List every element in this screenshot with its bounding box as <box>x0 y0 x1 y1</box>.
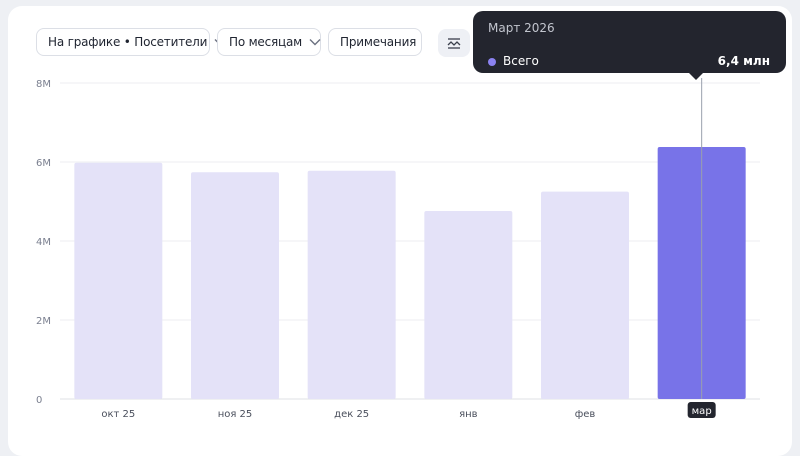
notes-button-label: Примечания <box>340 35 417 49</box>
metric-select[interactable]: На графике • Посетители <box>36 28 226 56</box>
tooltip-title: Март 2026 <box>488 21 555 35</box>
x-tick-label: окт 25 <box>101 409 135 420</box>
x-tick-label-highlight <box>687 402 716 418</box>
x-tick-label: мар <box>692 406 712 417</box>
chart-settings-button[interactable] <box>438 29 470 57</box>
tooltip-value: 6,4 млн <box>717 54 770 68</box>
y-tick-label: 6M <box>36 158 51 169</box>
bar <box>541 191 629 399</box>
chart-tooltip: Март 2026 Всего 6,4 млн <box>473 11 786 80</box>
chart-lines-icon <box>447 34 461 53</box>
y-tick-label: 8M <box>36 79 51 90</box>
tooltip-caret <box>688 72 704 80</box>
period-select-label: По месяцам <box>229 35 303 49</box>
period-select[interactable]: По месяцам <box>217 28 321 56</box>
x-tick-label: янв <box>459 409 478 420</box>
series-dot-icon <box>488 58 496 66</box>
y-tick-label: 4M <box>36 237 51 248</box>
x-tick-label: ноя 25 <box>218 409 253 420</box>
chevron-down-icon <box>309 38 321 46</box>
x-tick-label: фев <box>575 409 596 420</box>
y-tick-label: 0 <box>36 395 42 406</box>
bar <box>307 170 396 399</box>
bar-chart: 0 2M 4M 6M 8M окт 25 ноя 25 дек 25 янв фев мар <box>36 78 760 420</box>
x-tick-label: дек 25 <box>334 409 369 420</box>
metric-select-label: На графике • Посетители <box>48 35 208 49</box>
bar <box>191 172 279 399</box>
y-tick-label: 2M <box>36 316 51 327</box>
notes-button[interactable]: Примечания <box>328 28 422 56</box>
tooltip-series-name: Всего <box>503 54 539 68</box>
bar <box>74 162 163 399</box>
bar <box>424 210 513 399</box>
